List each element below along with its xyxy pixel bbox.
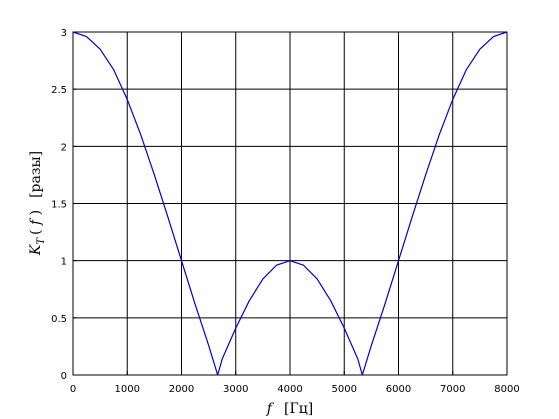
series-line (72, 31, 508, 376)
grid-lines (72, 31, 508, 376)
x-tick-label: 0 (70, 384, 76, 395)
axis-ticks (72, 31, 508, 376)
y-tick-label: 2 (61, 142, 67, 153)
y-tick-label: 2.5 (51, 85, 67, 96)
x-axis-label: f [Гц] (266, 401, 313, 417)
y-axis-label-arg: f (28, 217, 44, 226)
x-tick-label: 6000 (386, 384, 411, 395)
x-tick-label: 4000 (277, 384, 302, 395)
x-tick-label: 1000 (115, 384, 140, 395)
y-axis-label-sub: T (36, 237, 47, 245)
y-axis-label-open: ( (28, 225, 44, 235)
x-tick-label: 5000 (332, 384, 357, 395)
x-tick-label: 8000 (494, 384, 519, 395)
y-tick-label: 3 (61, 28, 67, 39)
y-tick-label: 1 (61, 257, 67, 268)
y-axis-label-var: K (28, 243, 44, 256)
x-tick-label: 3000 (223, 384, 248, 395)
y-tick-label: 0.5 (51, 314, 67, 325)
x-tick-label: 7000 (440, 384, 465, 395)
y-axis-label-close: ) (28, 210, 44, 220)
y-tick-label: 0 (61, 371, 67, 382)
series-group (72, 31, 508, 376)
y-axis-label-unit: [разы] (28, 151, 44, 198)
y-axis-label: KT ( f ) [разы] (28, 151, 47, 256)
y-tick-label: 1.5 (51, 200, 67, 211)
x-axis-label-unit: [Гц] (284, 401, 313, 417)
x-axis-label-var: f (266, 401, 275, 417)
x-tick-label: 2000 (169, 384, 194, 395)
tick-labels: 0 1000 2000 3000 4000 5000 6000 7000 8000 0 0.5 1 1.… (51, 28, 520, 395)
